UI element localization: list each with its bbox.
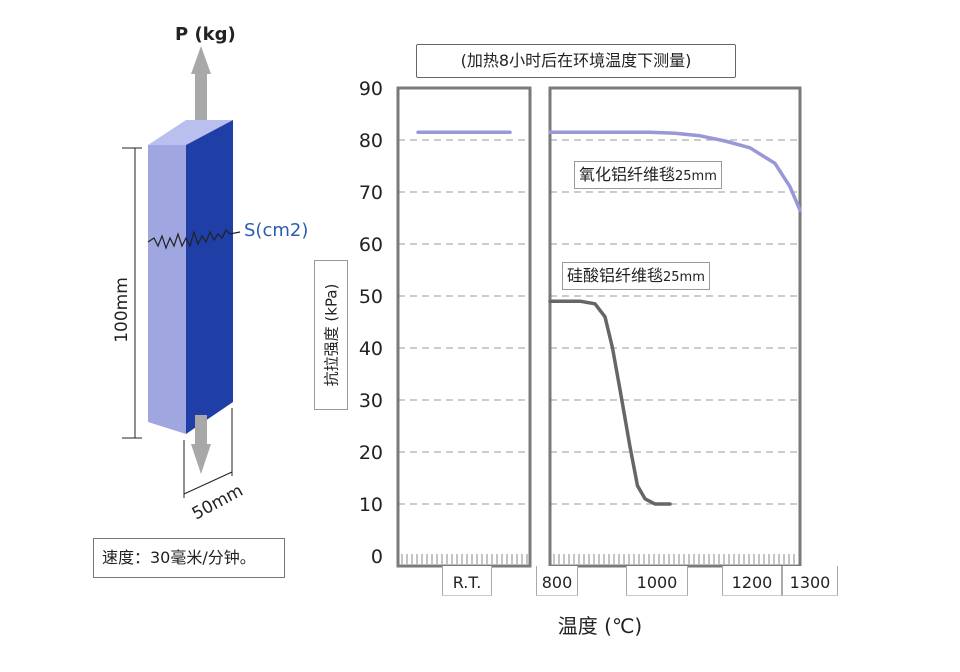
fracture-line: [147, 228, 241, 250]
area-label: S(cm2): [244, 220, 308, 241]
x-tick-800: 800: [536, 566, 578, 596]
length-dimension: [122, 147, 142, 439]
y-tick-label-60: 60: [359, 234, 383, 256]
speed-note: 速度：30毫米/分钟。: [93, 538, 285, 578]
length-label: 100mm: [112, 277, 132, 343]
grid-layer: [398, 139, 800, 505]
x-tick-1300: 1300: [782, 566, 838, 596]
y-tick-label-30: 30: [359, 390, 383, 412]
specimen-block: [148, 120, 233, 434]
x-tick-1200: 1200: [722, 566, 782, 596]
legend-alumina-suffix: 25mm: [675, 169, 717, 184]
x-axis-label: 温度 (℃): [557, 614, 643, 638]
y-axis-label-box: 抗拉强度 (kPa): [314, 260, 348, 410]
width-dimension: [183, 408, 233, 498]
panel-frame-1: [548, 86, 802, 568]
y-tick-label-80: 80: [359, 130, 383, 152]
y-tick-label-20: 20: [359, 442, 383, 464]
legend-alumina-name: 氧化铝纤维毯: [579, 165, 676, 184]
y-tick-label-90: 90: [359, 78, 383, 100]
load-label: P (kg): [175, 24, 236, 45]
specimen-illustration: P (kg) S(cm2) 100mm 50mm: [112, 24, 308, 524]
series-line-1: [548, 299, 672, 506]
series-layer: [416, 130, 802, 506]
legend-silicate-suffix: 25mm: [663, 270, 705, 285]
y-tick-label-0: 0: [371, 546, 383, 568]
legend-alumina: 氧化铝纤维毯25mm: [574, 161, 722, 189]
y-axis-label: 抗拉强度 (kPa): [322, 283, 341, 387]
legend-silicate: 硅酸铝纤维毯25mm: [562, 262, 710, 290]
y-tick-label-70: 70: [359, 182, 383, 204]
chart-title: (加热8小时后在环境温度下测量): [416, 44, 736, 78]
y-tick-label-50: 50: [359, 286, 383, 308]
y-tick-label-10: 10: [359, 494, 383, 516]
legend-silicate-name: 硅酸铝纤维毯: [567, 266, 664, 285]
load-arrow-up-icon: [191, 46, 211, 132]
series-line-0: [548, 130, 802, 212]
load-arrow-down-icon: [191, 415, 211, 474]
ytick-layer: 0 10 20 30 40 50 60 70 80 90: [359, 78, 383, 568]
frame-layer: [396, 86, 802, 568]
panel-frame-0: [396, 86, 532, 568]
x-tick-1000: 1000: [626, 566, 688, 596]
y-tick-label-40: 40: [359, 338, 383, 360]
x-tick-rt: R.T.: [442, 566, 492, 596]
